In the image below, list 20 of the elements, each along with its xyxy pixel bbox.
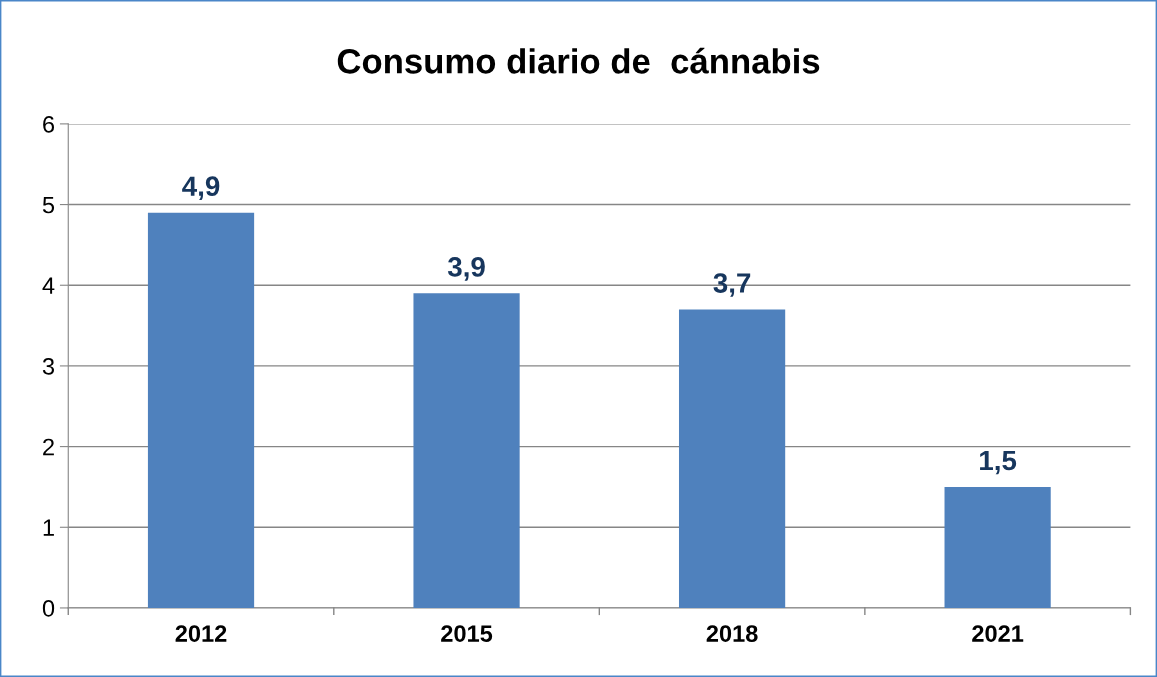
bar	[944, 486, 1051, 608]
y-tick-label: 5	[42, 196, 55, 214]
bar	[413, 293, 520, 608]
data-label: 3,9	[447, 257, 485, 281]
bar	[678, 309, 786, 608]
x-tick-label: 2021	[972, 625, 1024, 642]
x-tick-label: 2018	[706, 625, 758, 642]
data-label: 1,5	[980, 450, 1017, 475]
y-tick-label: 2	[43, 438, 54, 456]
data-label: 3,7	[713, 273, 751, 297]
y-tick-label: 1	[43, 519, 54, 536]
x-tick-label: 2015	[441, 625, 493, 642]
y-tick-label: 3	[42, 357, 55, 375]
bar	[147, 212, 255, 608]
y-tick-label: 6	[43, 115, 55, 133]
x-tick-label: 2012	[175, 625, 227, 642]
y-tick-label: 4	[42, 277, 55, 294]
y-tick-label: 0	[42, 600, 55, 617]
chart-title: Consumo diario de cánnabis	[337, 47, 820, 74]
data-label: 4,9	[182, 176, 220, 201]
